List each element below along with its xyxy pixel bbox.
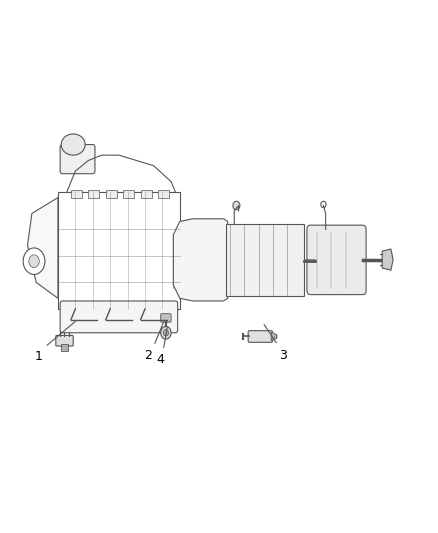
FancyBboxPatch shape bbox=[58, 192, 180, 309]
Bar bbox=[106, 190, 117, 198]
Circle shape bbox=[321, 201, 326, 208]
FancyBboxPatch shape bbox=[307, 225, 366, 295]
Ellipse shape bbox=[61, 134, 85, 155]
Circle shape bbox=[23, 248, 45, 274]
Bar bbox=[141, 190, 152, 198]
FancyBboxPatch shape bbox=[56, 335, 73, 346]
Text: 1: 1 bbox=[35, 350, 42, 364]
Circle shape bbox=[163, 329, 169, 336]
FancyBboxPatch shape bbox=[248, 330, 272, 342]
FancyBboxPatch shape bbox=[60, 144, 95, 174]
Bar bbox=[61, 344, 67, 351]
Bar bbox=[71, 190, 82, 198]
Bar bbox=[123, 190, 134, 198]
Polygon shape bbox=[28, 198, 58, 298]
Polygon shape bbox=[173, 219, 228, 301]
Bar bbox=[88, 190, 99, 198]
Circle shape bbox=[233, 201, 240, 210]
Polygon shape bbox=[382, 249, 393, 270]
Text: 4: 4 bbox=[156, 353, 164, 367]
Polygon shape bbox=[271, 332, 277, 341]
Text: 2: 2 bbox=[145, 349, 152, 362]
FancyBboxPatch shape bbox=[226, 224, 304, 296]
FancyBboxPatch shape bbox=[161, 314, 171, 322]
Circle shape bbox=[161, 326, 171, 339]
Circle shape bbox=[29, 255, 39, 268]
Text: 3: 3 bbox=[279, 349, 287, 362]
FancyBboxPatch shape bbox=[60, 301, 178, 333]
Bar bbox=[158, 190, 169, 198]
